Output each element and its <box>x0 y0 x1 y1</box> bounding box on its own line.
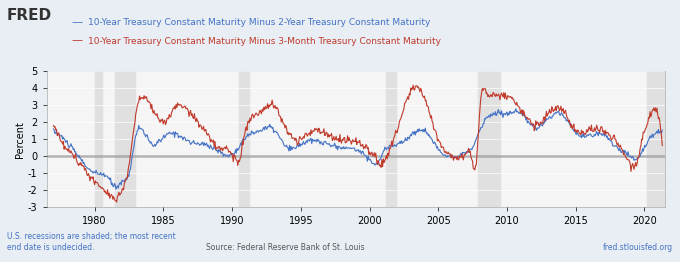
Y-axis label: Percent: Percent <box>15 121 25 158</box>
Text: FRED: FRED <box>7 8 52 23</box>
Bar <box>647 72 665 207</box>
Text: fred.stlouisfed.org: fred.stlouisfed.org <box>603 243 673 252</box>
Text: 10-Year Treasury Constant Maturity Minus 3-Month Treasury Constant Maturity: 10-Year Treasury Constant Maturity Minus… <box>88 37 441 46</box>
Text: 10-Year Treasury Constant Maturity Minus 2-Year Treasury Constant Maturity: 10-Year Treasury Constant Maturity Minus… <box>88 18 430 27</box>
Text: —: — <box>71 35 82 45</box>
Text: Source: Federal Reserve Bank of St. Louis: Source: Federal Reserve Bank of St. Loui… <box>206 243 365 252</box>
Bar <box>386 72 396 207</box>
Bar <box>95 72 101 207</box>
Bar <box>478 72 500 207</box>
Text: U.S. recessions are shaded; the most recent
end date is undecided.: U.S. recessions are shaded; the most rec… <box>7 232 175 252</box>
Bar <box>116 72 135 207</box>
Text: —: — <box>71 17 82 27</box>
Bar <box>239 72 250 207</box>
